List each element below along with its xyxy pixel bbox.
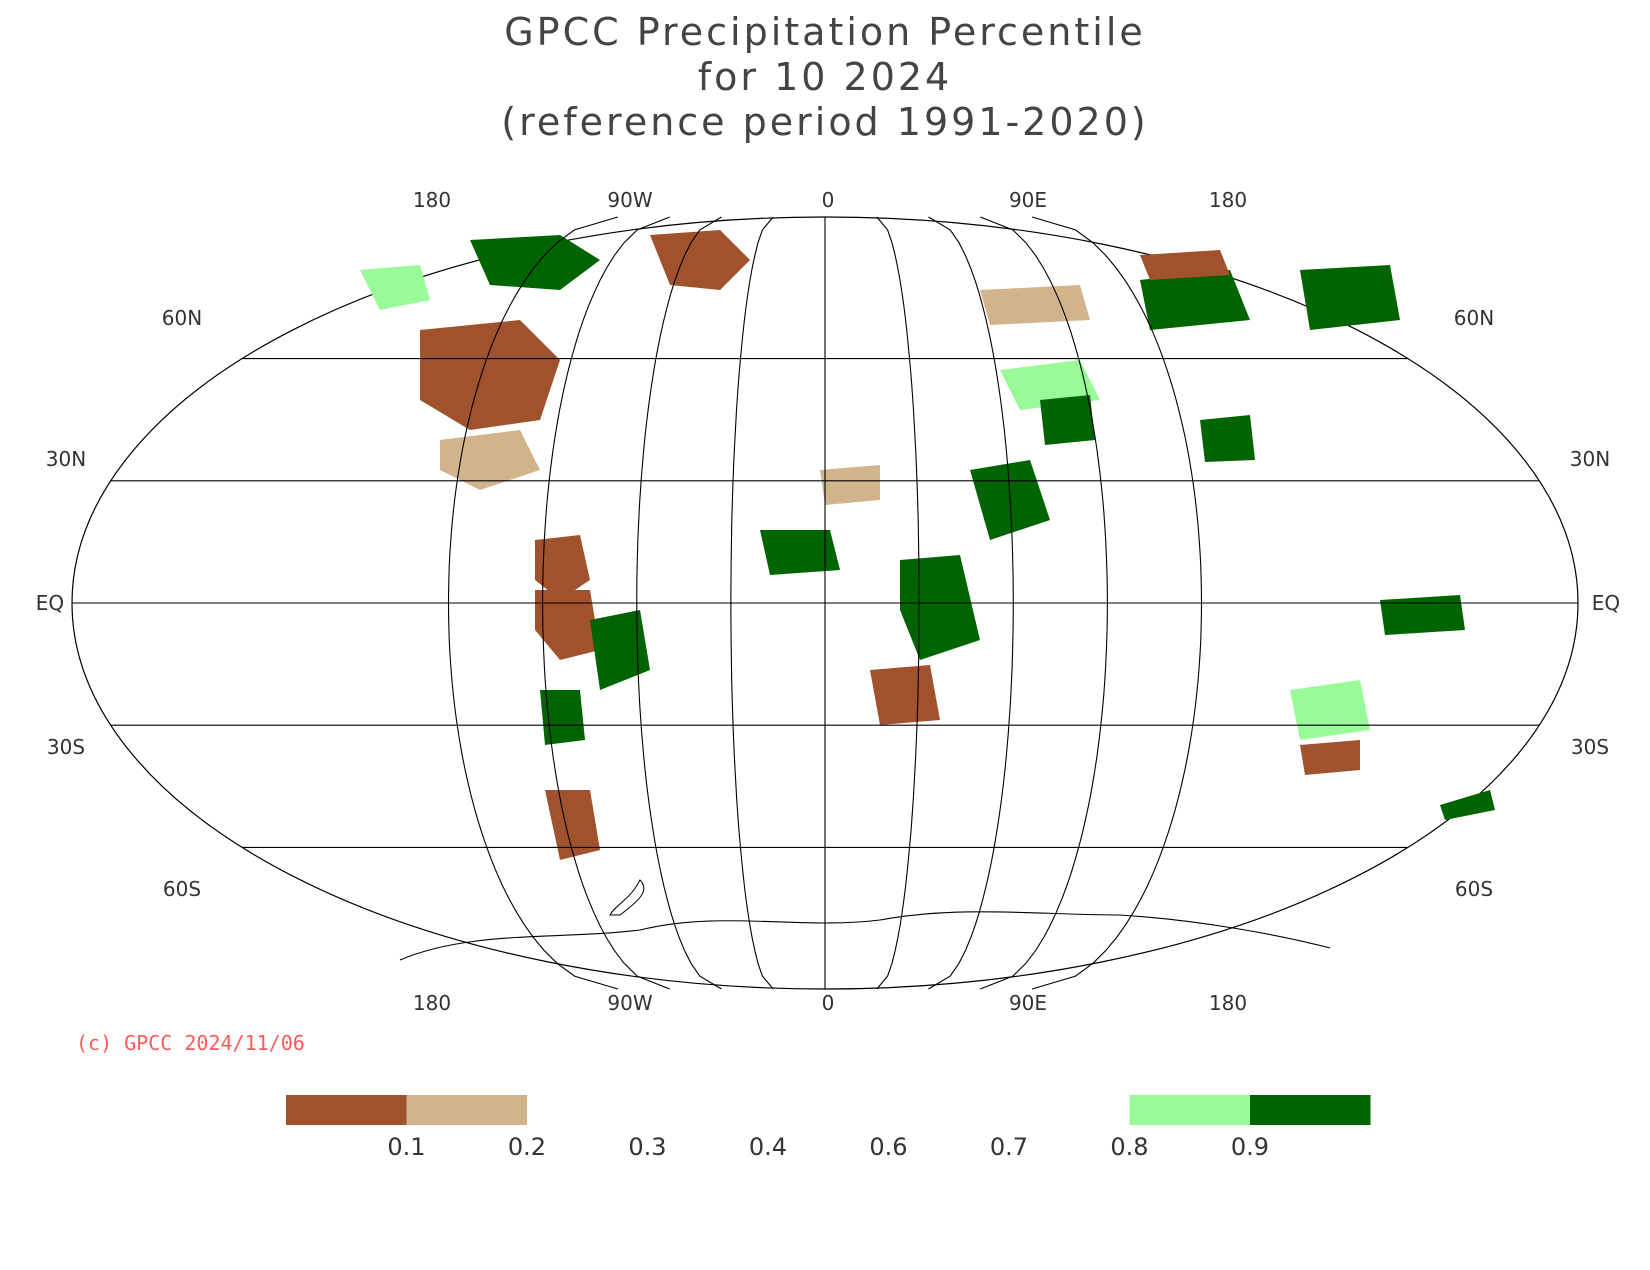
- patch-greenland-dry: [650, 230, 750, 290]
- legend-tick-label: 0.6: [869, 1133, 907, 1161]
- title-line-2: for 10 2024: [698, 55, 952, 99]
- lon-label-bottom-0: 0: [822, 991, 835, 1015]
- lat-label-left-eq: EQ: [36, 591, 64, 615]
- lon-label-top-90w: 90W: [607, 188, 652, 212]
- lat-label-right-30s: 30S: [1571, 735, 1609, 759]
- lat-label-right-60s: 60S: [1455, 877, 1493, 901]
- patch-brazil-dry: [535, 590, 600, 660]
- patch-argentina-wet: [540, 690, 585, 745]
- lon-label-top-0: 0: [822, 188, 835, 212]
- legend-box: [527, 1095, 648, 1125]
- lon-label-bottom-180e: 180: [1209, 991, 1247, 1015]
- lat-label-left-30s: 30S: [47, 735, 85, 759]
- lon-label-bottom-90e: 90E: [1009, 991, 1047, 1015]
- patch-east-siberia-wet: [1300, 265, 1400, 330]
- patch-china-wet: [1200, 415, 1255, 462]
- legend-tick-label: 0.3: [628, 1133, 666, 1161]
- legend-tick-label: 0.9: [1231, 1133, 1269, 1161]
- legend-box: [1009, 1095, 1130, 1125]
- legend-box: [286, 1095, 407, 1125]
- legend-tick-label: 0.2: [508, 1133, 546, 1161]
- map-area: [71, 216, 1579, 990]
- patch-north-siberia-dry: [1140, 250, 1230, 280]
- patch-indonesia-wet: [1380, 595, 1465, 635]
- lon-label-top-180e: 180: [1209, 188, 1247, 212]
- legend-boxes: [286, 1095, 1371, 1125]
- lat-label-left-60s: 60S: [163, 877, 201, 901]
- meridian-line: [542, 216, 670, 990]
- legend-tick-label: 0.1: [387, 1133, 425, 1161]
- patch-us-south-dry: [440, 430, 540, 490]
- patch-amazon-dry: [535, 535, 590, 600]
- meridian-line: [980, 216, 1108, 990]
- patch-central-asia-very-wet: [1040, 395, 1095, 445]
- meridian-line: [730, 216, 774, 990]
- lat-label-left-60n: 60N: [162, 306, 202, 330]
- legend-box: [768, 1095, 889, 1125]
- lat-label-left-30n: 30N: [46, 447, 86, 471]
- patch-alaska-wet: [360, 265, 430, 310]
- legend-tick-label: 0.8: [1110, 1133, 1148, 1161]
- patch-sahel-dry: [820, 465, 880, 505]
- legend-box: [406, 1095, 527, 1125]
- lon-label-top-90e: 90E: [1009, 188, 1047, 212]
- lat-label-right-eq: EQ: [1592, 591, 1620, 615]
- patch-north-america-dry: [420, 320, 560, 430]
- patch-australia-wet: [1290, 680, 1370, 740]
- lat-label-right-60n: 60N: [1454, 306, 1494, 330]
- patch-brazil-east-wet: [590, 610, 650, 690]
- lon-label-bottom-90w: 90W: [607, 991, 652, 1015]
- meridian-line: [1031, 216, 1203, 990]
- patch-canada-wet: [470, 235, 600, 290]
- legend-box: [888, 1095, 1009, 1125]
- lon-label-top-180w: 180: [413, 188, 451, 212]
- credit-text: (c) GPCC 2024/11/06: [76, 1031, 305, 1055]
- antarctica-coastline: [399, 911, 1331, 961]
- meridian-line: [636, 216, 722, 990]
- antarctic-peninsula: [609, 879, 645, 916]
- legend-box: [647, 1095, 768, 1125]
- patch-west-africa-wet: [760, 530, 840, 575]
- patch-southern-africa-dry: [870, 665, 940, 725]
- legend-tick-label: 0.4: [749, 1133, 787, 1161]
- meridian-line: [447, 216, 619, 990]
- patch-patagonia-dry: [545, 790, 600, 860]
- title-line-1: GPCC Precipitation Percentile: [504, 10, 1146, 54]
- patch-russia-dry: [980, 285, 1090, 325]
- data-patches: [360, 230, 1495, 860]
- legend-tick-labels: 0.1 0.2 0.3 0.4 0.6 0.7 0.8 0.9: [387, 1133, 1269, 1161]
- meridian-line: [876, 216, 920, 990]
- patch-siberia-wet: [1140, 270, 1250, 330]
- patch-australia-south-dry: [1300, 740, 1360, 775]
- lon-label-bottom-180w: 180: [413, 991, 451, 1015]
- legend-tick-label: 0.7: [990, 1133, 1028, 1161]
- color-legend: 0.1 0.2 0.3 0.4 0.6 0.7 0.8 0.9: [286, 1095, 1371, 1161]
- patch-new-zealand-wet: [1440, 790, 1495, 820]
- meridian-line: [928, 216, 1014, 990]
- legend-box: [1250, 1095, 1371, 1125]
- patch-central-africa-wet: [900, 555, 980, 660]
- legend-box: [1129, 1095, 1250, 1125]
- lat-label-right-30n: 30N: [1570, 447, 1610, 471]
- title-line-3: (reference period 1991-2020): [501, 100, 1148, 144]
- graticule: [72, 216, 1578, 990]
